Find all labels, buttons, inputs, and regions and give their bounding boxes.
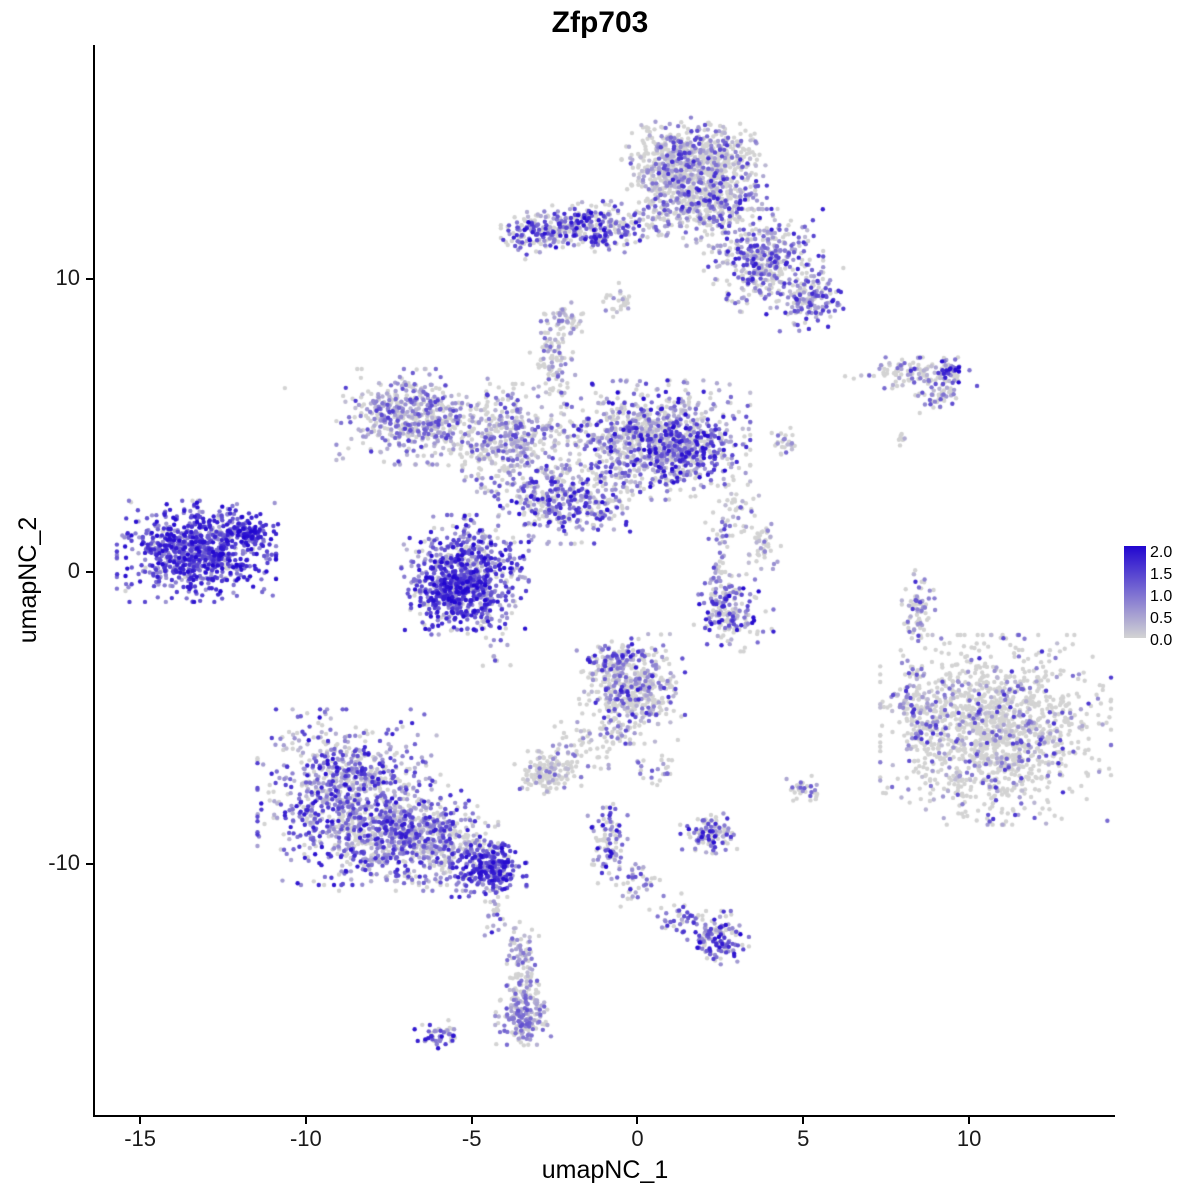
x-tick-mark — [968, 1117, 971, 1124]
x-tick-label: -10 — [289, 1126, 322, 1151]
y-tick-mark — [86, 863, 93, 866]
legend-tick-label: 1.0 — [1150, 588, 1173, 605]
legend-tick-label: 0.5 — [1150, 610, 1173, 627]
x-tick-label: 10 — [956, 1126, 982, 1151]
plot-panel — [93, 45, 1115, 1117]
x-tick-mark — [802, 1117, 805, 1124]
y-tick-mark — [86, 278, 93, 281]
x-axis-label: umapNC_1 — [541, 1156, 669, 1184]
y-tick-label: -10 — [48, 850, 80, 876]
x-tick-label: 5 — [797, 1126, 810, 1151]
legend-tick-label: 2.0 — [1150, 544, 1173, 561]
legend-gradient-bar — [1124, 546, 1146, 638]
legend-tick-label: 0.0 — [1150, 632, 1173, 649]
y-tick-label: 0 — [67, 557, 80, 583]
x-tick-mark — [470, 1117, 473, 1124]
y-tick-label: 10 — [55, 265, 80, 291]
x-tick-mark — [304, 1117, 307, 1124]
x-tick-mark — [636, 1117, 639, 1124]
color-legend: 2.0 1.5 1.0 0.5 0.0 — [1124, 544, 1200, 649]
x-tick-label: -5 — [461, 1126, 482, 1151]
umap-canvas — [95, 45, 1115, 1115]
plot-title: Zfp703 — [551, 6, 649, 39]
x-tick-label: -15 — [124, 1126, 156, 1151]
x-tick-mark — [139, 1117, 142, 1124]
legend-labels: 2.0 1.5 1.0 0.5 0.0 — [1150, 544, 1196, 649]
y-tick-mark — [86, 570, 93, 573]
x-tick-label: 0 — [631, 1126, 644, 1151]
legend-tick-label: 1.5 — [1150, 566, 1173, 583]
